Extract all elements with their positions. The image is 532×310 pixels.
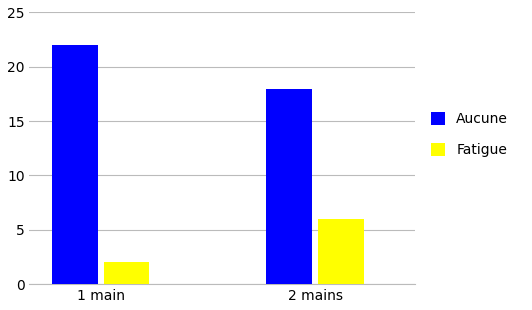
Bar [52, 45, 98, 284]
Legend: Aucune, Fatigue: Aucune, Fatigue [426, 107, 514, 163]
Bar [267, 89, 312, 284]
Bar [318, 219, 363, 284]
Bar [104, 263, 149, 284]
